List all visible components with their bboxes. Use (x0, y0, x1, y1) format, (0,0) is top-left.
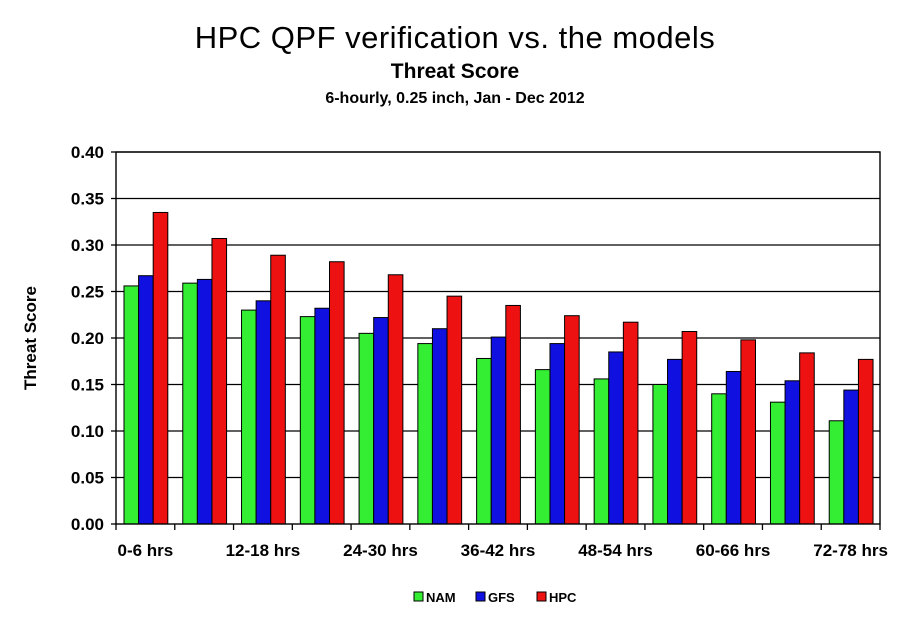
bar-gfs (608, 351, 624, 525)
y-tick-label: 0.35 (71, 190, 104, 209)
bar-hpc (799, 352, 815, 525)
y-tick-label: 0.10 (71, 422, 104, 441)
y-tick-label: 0.25 (71, 283, 104, 302)
bar-gfs (843, 389, 859, 525)
x-tick-label: 72-78 hrs (813, 541, 888, 560)
bar-gfs (549, 343, 566, 525)
bar-hpc (740, 339, 756, 525)
chart-subtitle-period: 6-hourly, 0.25 inch, Jan - Dec 2012 (325, 90, 585, 107)
bar-hpc (211, 237, 228, 525)
y-tick-label: 0.05 (71, 469, 104, 488)
bar-hpc (857, 358, 874, 525)
x-tick-label: 60-66 hrs (696, 541, 771, 560)
y-axis-label: Threat Score (21, 286, 40, 390)
bar-hpc (152, 211, 169, 525)
y-tick-label: 0.40 (71, 143, 104, 162)
chart-title: HPC QPF verification vs. the models (194, 20, 716, 55)
plot-frame (115, 151, 881, 525)
bar-hpc (329, 261, 345, 525)
bar-gfs (490, 336, 507, 525)
bar-gfs (314, 307, 331, 525)
bar-hpc (505, 304, 521, 525)
x-tick-label: 24-30 hrs (343, 541, 418, 560)
bar-gfs (138, 275, 154, 525)
bar-hpc (387, 274, 404, 525)
bar-nam (299, 316, 316, 525)
x-tick-label: 12-18 hrs (226, 541, 301, 560)
bar-nam (534, 369, 551, 525)
bar-nam (182, 282, 198, 525)
legend-swatch-nam (413, 591, 424, 602)
bar-nam (476, 357, 492, 525)
bar-nam (652, 384, 669, 525)
bar-nam (711, 393, 727, 525)
bar-hpc (446, 295, 463, 525)
bar-hpc (564, 315, 580, 525)
bar-hpc (270, 254, 286, 525)
bar-nam (828, 420, 845, 525)
chart-subtitle: Threat Score (390, 60, 520, 83)
legend-label-gfs: GFS (488, 590, 515, 605)
bar-nam (593, 378, 610, 525)
legend-swatch-gfs (475, 591, 486, 602)
y-tick-label: 0.30 (71, 236, 104, 255)
x-tick-label: 48-54 hrs (578, 541, 653, 560)
bar-nam (241, 309, 257, 525)
bar-gfs (784, 380, 801, 525)
bar-gfs (196, 278, 213, 525)
bar-nam (769, 401, 786, 525)
y-tick-label: 0.20 (71, 329, 104, 348)
legend-label-nam: NAM (426, 590, 456, 605)
bar-hpc (622, 321, 639, 525)
bar-gfs (667, 358, 683, 525)
x-tick-label: 36-42 hrs (461, 541, 536, 560)
y-tick-label: 0.15 (71, 376, 104, 395)
legend-swatch-hpc (536, 591, 547, 602)
legend-label-hpc: HPC (549, 590, 577, 605)
bar-gfs (373, 317, 389, 525)
x-tick-label: 0-6 hrs (118, 541, 174, 560)
bar-gfs (255, 300, 272, 525)
bar-gfs (725, 370, 742, 525)
bar-nam (123, 285, 140, 525)
bar-hpc (681, 330, 698, 525)
bar-gfs (431, 328, 448, 525)
bar-nam (358, 332, 375, 525)
y-tick-label: 0.00 (71, 515, 104, 534)
bar-nam (417, 343, 433, 525)
